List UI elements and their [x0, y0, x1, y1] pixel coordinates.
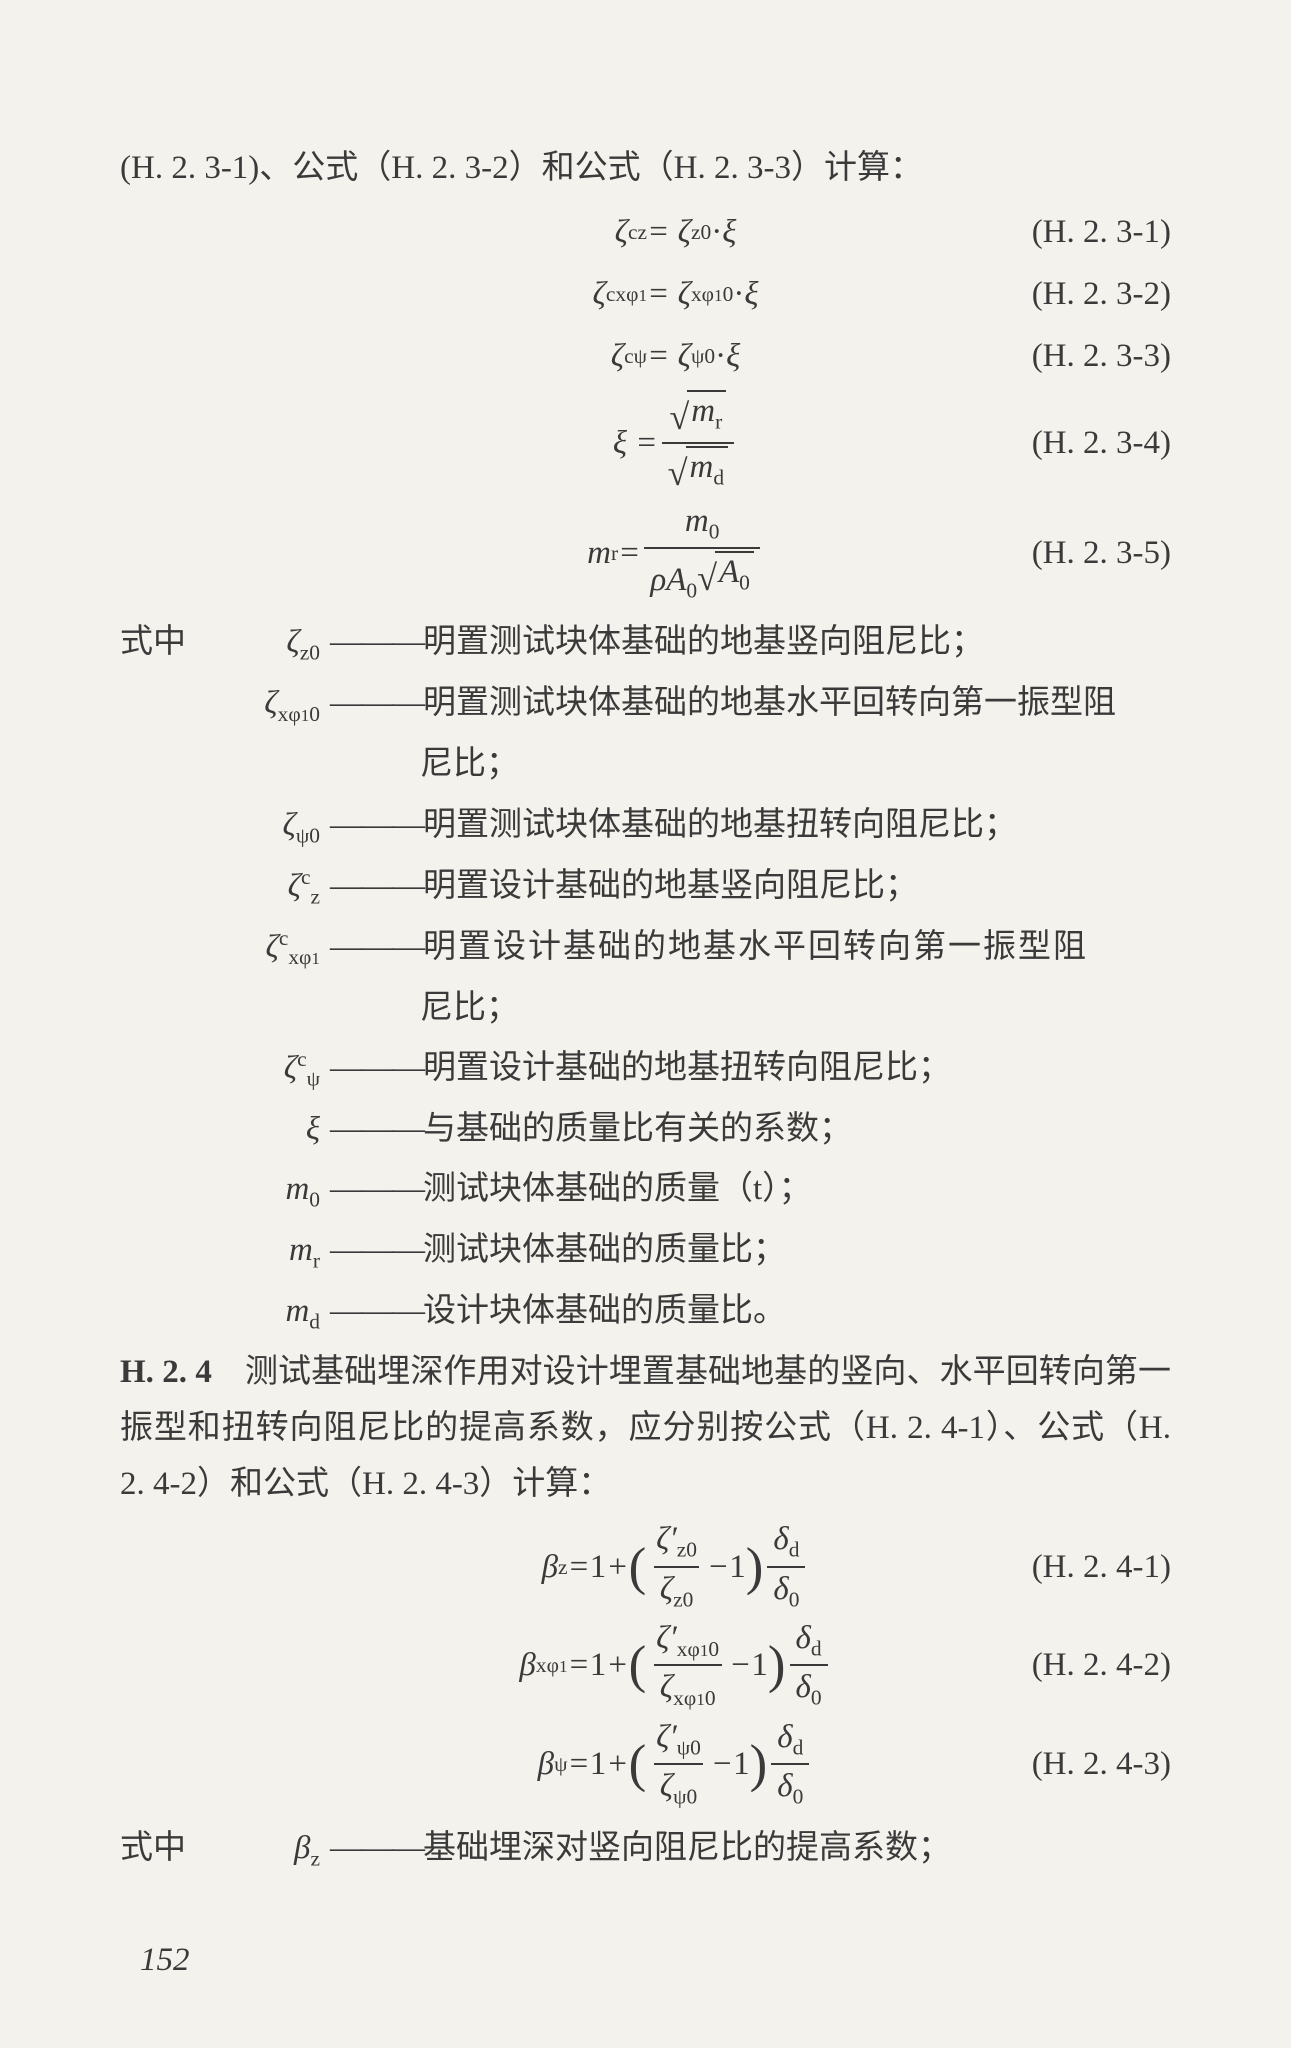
- def-row: ζψ0 ——— 明置测试块体基础的地基扭转向阻尼比；: [120, 797, 1171, 854]
- eq-label: (H. 2. 3-4): [951, 415, 1171, 471]
- def-text: 明置设计基础的地基竖向阻尼比；: [423, 858, 1171, 914]
- def-symbol: ζcxφ1: [220, 919, 330, 976]
- eq-label: (H. 2. 4-2): [951, 1637, 1171, 1693]
- def-row: 式中 βz ——— 基础埋深对竖向阻尼比的提高系数；: [120, 1820, 1171, 1877]
- def-symbol: ξ: [220, 1101, 330, 1157]
- def-text: 尼比；: [420, 736, 1171, 792]
- def-row: ζcz ——— 明置设计基础的地基竖向阻尼比；: [120, 858, 1171, 915]
- intro-line: (H. 2. 3-1)、公式（H. 2. 3-2）和公式（H. 2. 3-3）计…: [120, 140, 1171, 196]
- eq-body: βψ = 1 + ( ζ′ψ0 ζψ0 − 1 ) δd δ0: [400, 1718, 951, 1811]
- def-symbol: mr: [220, 1222, 330, 1279]
- def-text: 明置测试块体基础的地基竖向阻尼比；: [423, 614, 1171, 670]
- eq-body: mr = m0 ρA0√A0: [400, 502, 951, 605]
- page: (H. 2. 3-1)、公式（H. 2. 3-2）和公式（H. 2. 3-3）计…: [0, 0, 1291, 2048]
- def-dash: ———: [330, 919, 423, 975]
- def-row: 式中 ζz0 ——— 明置测试块体基础的地基竖向阻尼比；: [120, 614, 1171, 671]
- def-symbol: ζψ0: [220, 797, 330, 854]
- eq-label: (H. 2. 3-3): [951, 328, 1171, 384]
- def-row-cont: 尼比；: [120, 736, 1171, 792]
- eq-body: ξ = √mr √md: [400, 390, 951, 495]
- eq-body: βz = 1 + ( ζ′z0 ζz0 − 1 ) δd δ0: [400, 1520, 951, 1613]
- def-symbol: ζcψ: [220, 1040, 330, 1097]
- equation-h242: βxφ1 = 1 + ( ζ′xφ10 ζxφ10 − 1 ) δd δ0 (H…: [120, 1619, 1171, 1712]
- def-text: 测试块体基础的质量比；: [423, 1222, 1171, 1278]
- defs-lead: 式中: [120, 1820, 220, 1876]
- equation-h234: ξ = √mr √md (H. 2. 3-4): [120, 390, 1171, 495]
- def-text: 尼比；: [420, 980, 1171, 1036]
- def-dash: ———: [330, 1222, 423, 1278]
- def-symbol: ζz0: [220, 614, 330, 671]
- def-row: ζxφ10 ——— 明置测试块体基础的地基水平回转向第一振型阻: [120, 675, 1171, 732]
- eq-body: βxφ1 = 1 + ( ζ′xφ10 ζxφ10 − 1 ) δd δ0: [400, 1619, 951, 1712]
- def-row: ξ ——— 与基础的质量比有关的系数；: [120, 1101, 1171, 1157]
- def-row: md ——— 设计块体基础的质量比。: [120, 1283, 1171, 1340]
- eq-label: (H. 2. 4-1): [951, 1539, 1171, 1595]
- page-number: 152: [140, 1932, 190, 1988]
- section-h24: H. 2. 4 测试基础埋深作用对设计埋置基础地基的竖向、水平回转向第一振型和扭…: [120, 1344, 1171, 1512]
- definitions-h24: 式中 βz ——— 基础埋深对竖向阻尼比的提高系数；: [120, 1820, 1171, 1877]
- eq-label: (H. 2. 3-5): [951, 525, 1171, 581]
- def-text: 设计块体基础的质量比。: [423, 1283, 1171, 1339]
- def-symbol: ζxφ10: [220, 675, 330, 732]
- def-dash: ———: [330, 1820, 423, 1876]
- defs-lead: 式中: [120, 614, 220, 670]
- def-row: ζcψ ——— 明置设计基础的地基扭转向阻尼比；: [120, 1040, 1171, 1097]
- def-text: 与基础的质量比有关的系数；: [423, 1101, 1171, 1157]
- def-row: ζcxφ1 ——— 明置设计基础的地基水平回转向第一振型阻: [120, 919, 1171, 976]
- def-symbol: md: [220, 1283, 330, 1340]
- eq-label: (H. 2. 3-1): [951, 204, 1171, 260]
- def-row: mr ——— 测试块体基础的质量比；: [120, 1222, 1171, 1279]
- definitions-h23: 式中 ζz0 ——— 明置测试块体基础的地基竖向阻尼比； ζxφ10 ——— 明…: [120, 614, 1171, 1340]
- def-dash: ———: [330, 797, 423, 853]
- section-body: 测试基础埋深作用对设计埋置基础地基的竖向、水平回转向第一振型和扭转向阻尼比的提高…: [120, 1354, 1171, 1502]
- def-dash: ———: [330, 1161, 423, 1217]
- def-symbol: ζcz: [220, 858, 330, 915]
- equation-h241: βz = 1 + ( ζ′z0 ζz0 − 1 ) δd δ0 (H. 2. 4…: [120, 1520, 1171, 1613]
- def-text: 测试块体基础的质量（t）；: [423, 1161, 1171, 1217]
- def-dash: ———: [330, 1101, 423, 1157]
- equation-h231: ζcz = ζz0 · ξ (H. 2. 3-1): [120, 204, 1171, 260]
- def-dash: ———: [330, 1283, 423, 1339]
- def-text: 基础埋深对竖向阻尼比的提高系数；: [423, 1820, 1171, 1876]
- def-text: 明置设计基础的地基扭转向阻尼比；: [423, 1040, 1171, 1096]
- def-text: 明置测试块体基础的地基水平回转向第一振型阻: [423, 675, 1171, 731]
- def-row: m0 ——— 测试块体基础的质量（t）；: [120, 1161, 1171, 1218]
- equation-h233: ζcψ = ζψ0 · ξ (H. 2. 3-3): [120, 328, 1171, 384]
- def-symbol: m0: [220, 1161, 330, 1218]
- section-number: H. 2. 4: [120, 1354, 212, 1390]
- def-row-cont: 尼比；: [120, 980, 1171, 1036]
- def-dash: ———: [330, 1040, 423, 1096]
- equation-h243: βψ = 1 + ( ζ′ψ0 ζψ0 − 1 ) δd δ0 (H. 2. 4…: [120, 1718, 1171, 1811]
- equation-h235: mr = m0 ρA0√A0 (H. 2. 3-5): [120, 502, 1171, 605]
- def-symbol: βz: [220, 1820, 330, 1877]
- eq-body: ζcψ = ζψ0 · ξ: [400, 328, 951, 384]
- def-dash: ———: [330, 858, 423, 914]
- eq-body: ζcxφ1 = ζxφ10 · ξ: [400, 266, 951, 322]
- def-text: 明置设计基础的地基水平回转向第一振型阻: [423, 919, 1171, 975]
- def-dash: ———: [330, 675, 423, 731]
- def-dash: ———: [330, 614, 423, 670]
- eq-body: ζcz = ζz0 · ξ: [400, 204, 951, 260]
- eq-label: (H. 2. 4-3): [951, 1736, 1171, 1792]
- equation-h232: ζcxφ1 = ζxφ10 · ξ (H. 2. 3-2): [120, 266, 1171, 322]
- eq-label: (H. 2. 3-2): [951, 266, 1171, 322]
- def-text: 明置测试块体基础的地基扭转向阻尼比；: [423, 797, 1171, 853]
